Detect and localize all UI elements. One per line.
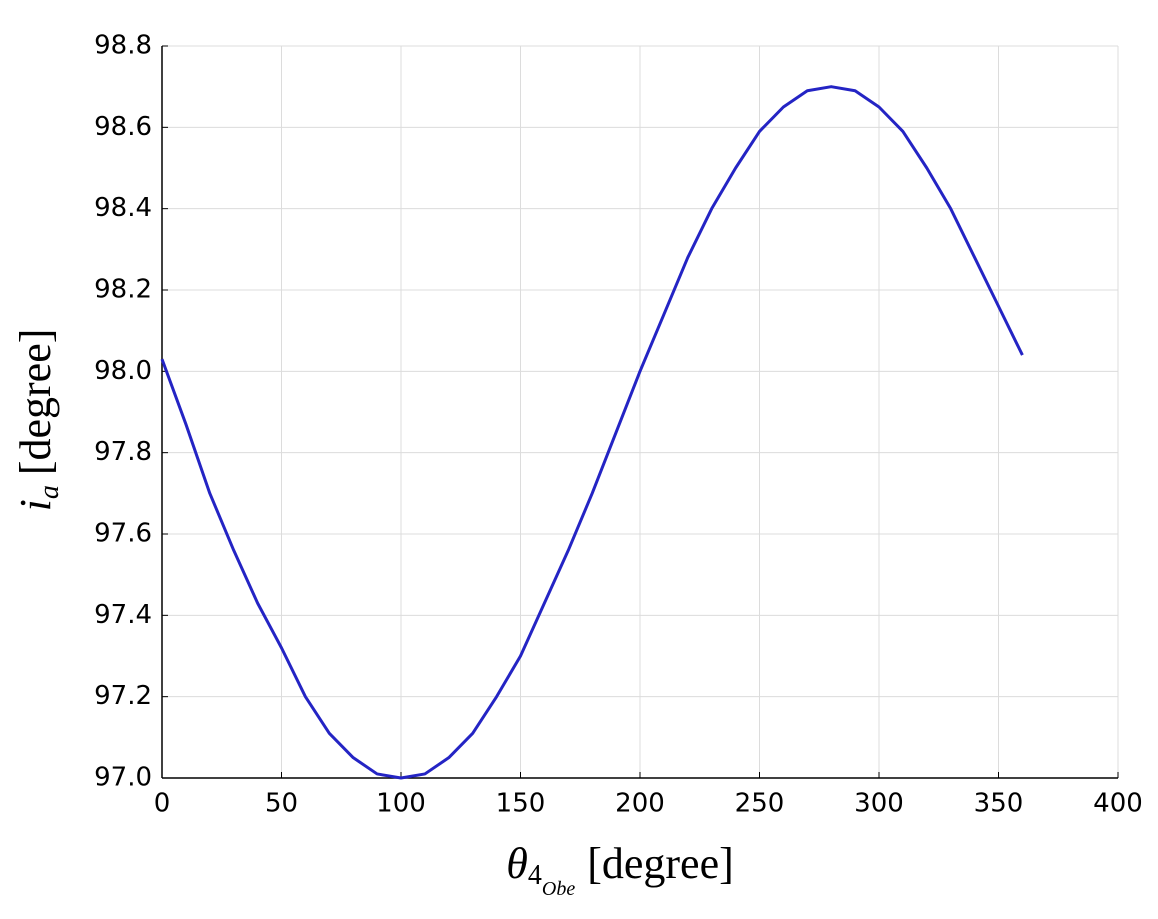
y-tick-label: 98.6 — [94, 112, 152, 142]
y-tick-label: 97.0 — [94, 763, 152, 793]
x-tick-label: 350 — [974, 789, 1024, 819]
y-tick-label: 97.2 — [94, 681, 152, 711]
x-tick-label: 100 — [376, 789, 426, 819]
y-tick-label: 98.2 — [94, 275, 152, 305]
x-tick-label: 150 — [496, 789, 546, 819]
x-symbol: θ — [506, 839, 528, 888]
y-symbol: i — [11, 499, 60, 511]
x-tick-label: 200 — [615, 789, 665, 819]
x-sub-subscript: Obe — [542, 878, 575, 900]
y-subscript: a — [34, 485, 65, 499]
grid — [161, 45, 1119, 779]
x-axis-title: θ4Obe [degree] — [506, 839, 734, 900]
y-unit: [degree] — [11, 329, 60, 476]
y-axis-title: ia [degree] — [11, 329, 65, 512]
y-tick-label: 97.4 — [94, 600, 152, 630]
y-tick-label: 98.8 — [94, 31, 152, 61]
x-tick-label: 0 — [154, 789, 171, 819]
x-tick-label: 250 — [735, 789, 785, 819]
y-tick-label: 98.4 — [94, 193, 152, 223]
x-unit: [degree] — [587, 839, 734, 888]
x-tick-label: 300 — [854, 789, 904, 819]
x-tick-label: 400 — [1093, 789, 1143, 819]
y-tick-label: 98.0 — [94, 356, 152, 386]
y-tick-label: 97.8 — [94, 437, 152, 467]
x-tick-label: 50 — [265, 789, 298, 819]
data-line — [160, 85, 1024, 780]
x-subscript: 4 — [528, 860, 542, 891]
y-tick-label: 97.6 — [94, 519, 152, 549]
